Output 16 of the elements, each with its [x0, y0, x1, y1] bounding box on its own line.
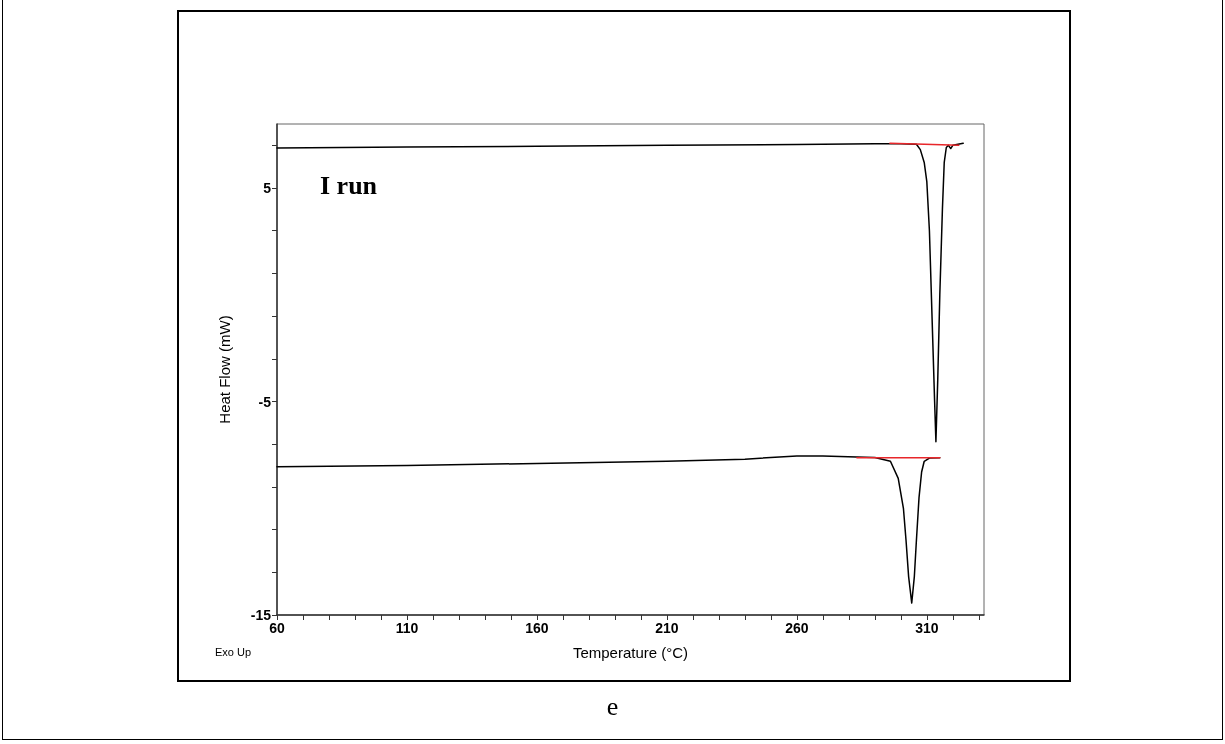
- y-axis-title: Heat Flow (mW): [216, 315, 233, 424]
- text: e: [605, 692, 620, 722]
- y-tick-label: -5: [258, 393, 272, 410]
- x-tick-label: 60: [269, 620, 285, 636]
- x-tick-label: 210: [655, 620, 679, 636]
- annotation: I run: [320, 170, 378, 200]
- y-tick-label: -15: [250, 607, 272, 623]
- line-series: [276, 455, 941, 604]
- x-tick-label: 310: [915, 620, 939, 636]
- line-series: [276, 142, 964, 443]
- x-tick-label: 260: [785, 620, 809, 636]
- x-axis-title: Temperature (°C): [572, 644, 689, 661]
- text: Exo Up: [215, 645, 252, 658]
- x-tick-label: 110: [395, 620, 419, 636]
- y-tick-label: 5: [263, 180, 272, 197]
- x-tick-label: 160: [525, 620, 549, 636]
